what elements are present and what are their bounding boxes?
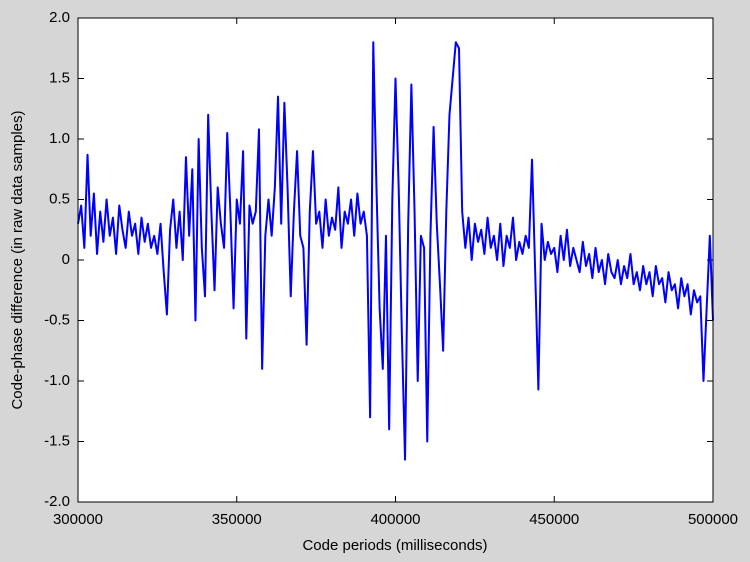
y-tick-label: -1.5 xyxy=(44,432,70,449)
data-line xyxy=(77,41,714,461)
y-tick-label: 1.5 xyxy=(49,69,70,86)
y-tick-label: 2.0 xyxy=(49,9,70,26)
y-tick-label: -1.0 xyxy=(44,372,70,389)
y-axis-label: Code-phase difference (in raw data sampl… xyxy=(9,110,26,409)
y-tick-label: -0.5 xyxy=(44,311,70,328)
plot-frame xyxy=(77,17,714,503)
y-tick-label: 0 xyxy=(62,251,70,268)
x-tick-label: 400000 xyxy=(370,511,420,528)
y-tick-label: -2.0 xyxy=(44,493,70,510)
x-tick-label: 450000 xyxy=(529,511,579,528)
x-tick-label: 500000 xyxy=(688,511,738,528)
y-tick-label: 0.5 xyxy=(49,190,70,207)
y-tick-label: 1.0 xyxy=(49,130,70,147)
x-axis-label: Code periods (milliseconds) xyxy=(302,537,487,554)
x-tick-label: 300000 xyxy=(53,511,103,528)
x-tick-label: 350000 xyxy=(212,511,262,528)
